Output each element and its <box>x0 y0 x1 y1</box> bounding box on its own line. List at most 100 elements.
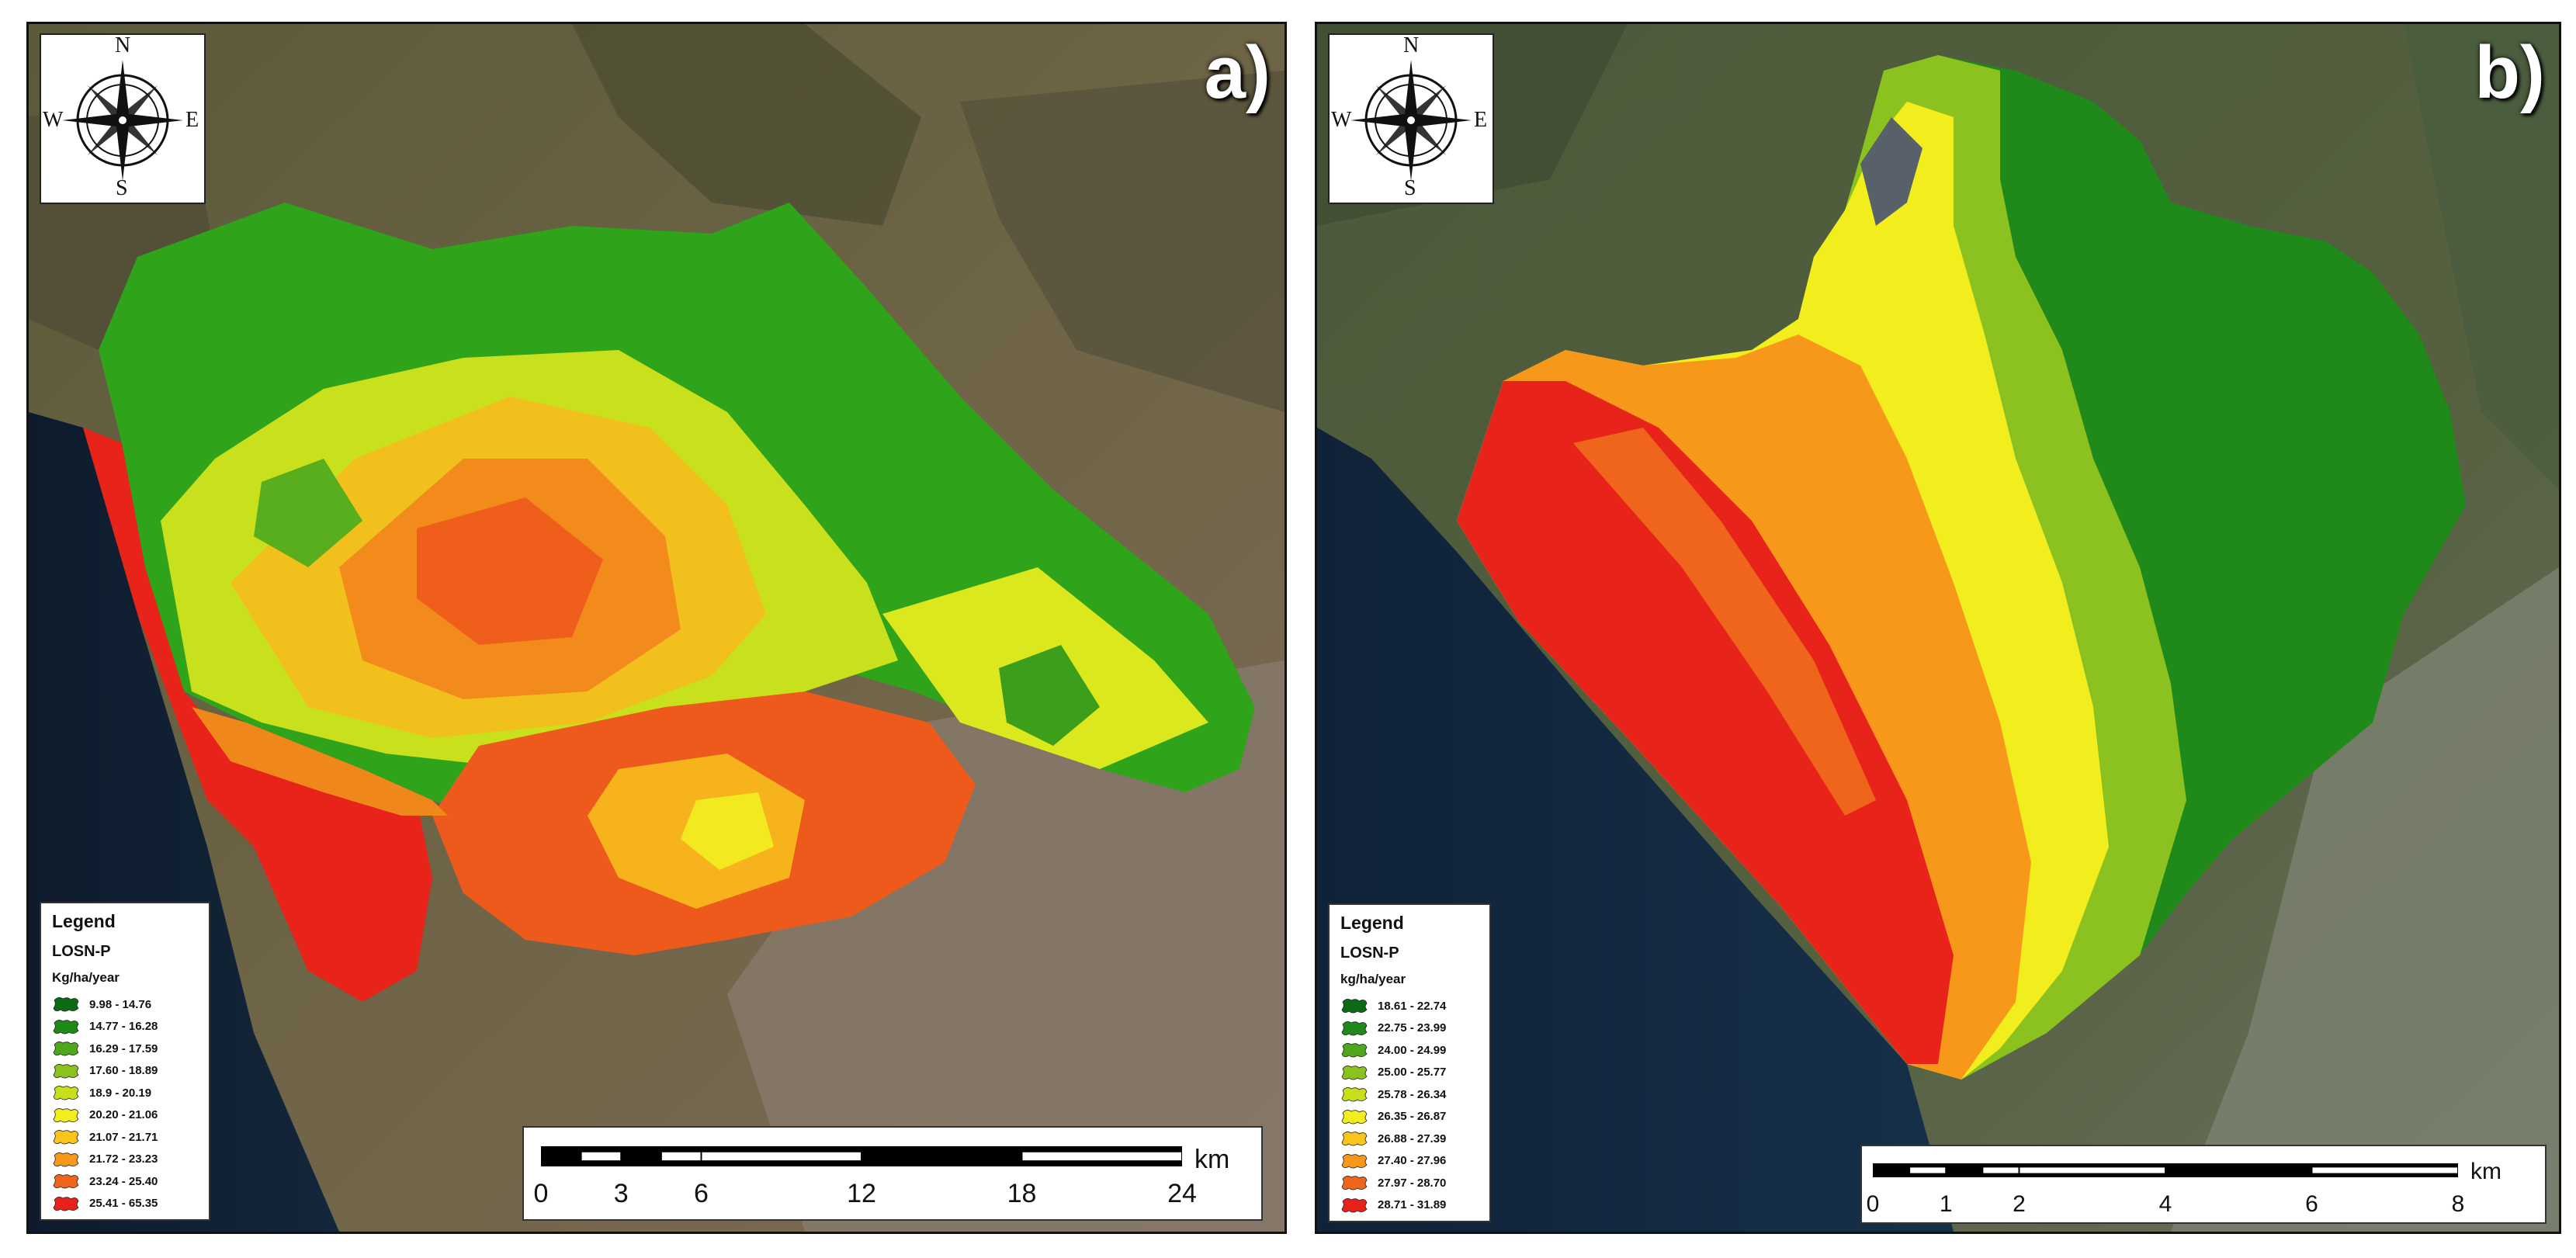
legend-swatch <box>52 996 80 1013</box>
legend-swatch <box>1340 1108 1368 1125</box>
legend-label: 25.00 - 25.77 <box>1378 1066 1447 1080</box>
compass-rose-a: N S E W <box>40 33 206 204</box>
scale-tick-label: 12 <box>847 1179 876 1208</box>
scale-tick-label: 24 <box>1167 1179 1197 1208</box>
scale-bar-graphic: 0 1 2 4 6 8km <box>1867 1159 2501 1217</box>
legend-label: 21.72 - 23.23 <box>89 1152 158 1166</box>
scale-unit: km <box>2470 1159 2501 1184</box>
legend-label: 25.78 - 26.34 <box>1378 1087 1447 1101</box>
legend-row: 26.35 - 26.87 <box>1340 1106 1479 1128</box>
legend-swatch <box>52 1107 80 1124</box>
panel-label-b: b) <box>2474 31 2545 114</box>
legend-label: 25.41 - 65.35 <box>89 1197 158 1211</box>
legend-row: 25.00 - 25.77 <box>1340 1062 1479 1084</box>
scale-tick-label: 3 <box>614 1179 629 1208</box>
legend-swatch <box>52 1151 80 1168</box>
legend-row: 21.07 - 21.71 <box>52 1126 198 1149</box>
legend-swatch <box>52 1018 80 1035</box>
legend-row: 16.29 - 17.59 <box>52 1038 198 1060</box>
scale-tick-label: 18 <box>1007 1179 1037 1208</box>
legend-row: 23.24 - 25.40 <box>52 1170 198 1193</box>
legend-title: Legend <box>52 911 116 931</box>
scale-tick-label: 4 <box>2159 1191 2172 1217</box>
legend-label: 28.71 - 31.89 <box>1378 1198 1447 1212</box>
legend-row: 26.88 - 27.39 <box>1340 1128 1479 1150</box>
legend-row: 28.71 - 31.89 <box>1340 1194 1479 1217</box>
scale-tick-label: 0 <box>534 1179 549 1208</box>
scale-tick-label: 8 <box>2452 1191 2465 1217</box>
compass-rose-icon <box>62 60 183 181</box>
compass-north: N <box>1403 33 1420 57</box>
legend-label: 21.07 - 21.71 <box>89 1130 158 1144</box>
legend-label: 18.9 - 20.19 <box>89 1086 152 1100</box>
panel-label-a: a) <box>1204 31 1271 114</box>
legend-layer: LOSN-P <box>52 943 111 960</box>
scale-tick-label: 1 <box>1940 1191 1953 1217</box>
scale-bar-b: 0 1 2 4 6 8 km <box>1860 1145 2547 1224</box>
legend-row: 20.20 - 21.06 <box>52 1104 198 1127</box>
legend-label: 26.35 - 26.87 <box>1378 1110 1447 1124</box>
legend-swatch <box>1340 1064 1368 1081</box>
legend-title: Legend <box>1340 913 1404 933</box>
scale-tick-label: 0 <box>1867 1191 1880 1217</box>
legend-swatch <box>1340 1197 1368 1214</box>
legend-label: 22.75 - 23.99 <box>1378 1021 1447 1035</box>
legend-label: 9.98 - 14.76 <box>89 997 152 1011</box>
scale-bar-segment <box>1022 1152 1181 1161</box>
scale-bar-track <box>1873 1163 2458 1177</box>
legend-label: 14.77 - 16.28 <box>89 1020 158 1034</box>
satellite-basemap-a <box>29 24 1285 1232</box>
compass-rose-b: N S E W <box>1328 33 1494 204</box>
legend-swatch <box>1340 1174 1368 1191</box>
map-panel-b: b) N S E W Legend LOSN-P kg/ha/year 18.6… <box>1315 22 2561 1234</box>
legend-swatch <box>1340 997 1368 1014</box>
legend-row: 25.78 - 26.34 <box>1340 1083 1479 1106</box>
legend-swatch <box>1340 1041 1368 1059</box>
compass-rose-icon <box>1350 60 1472 181</box>
scale-tick-label: 6 <box>694 1179 709 1208</box>
legend-units: Kg/ha/year <box>52 970 120 985</box>
legend-row: 17.60 - 18.89 <box>52 1060 198 1083</box>
losn-p-raster-b <box>1457 55 2466 1080</box>
scale-bar-segment <box>2312 1167 2457 1173</box>
legend-row: 18.9 - 20.19 <box>52 1082 198 1104</box>
legend-row: 27.40 - 27.96 <box>1340 1150 1479 1173</box>
legend-row: 25.41 - 65.35 <box>52 1193 198 1215</box>
legend-swatch <box>52 1128 80 1145</box>
legend-swatch <box>52 1084 80 1101</box>
legend-swatch <box>52 1195 80 1212</box>
scale-bar-segment <box>1910 1167 1946 1173</box>
legend-row: 27.97 - 28.70 <box>1340 1172 1479 1194</box>
compass-north: N <box>115 33 131 57</box>
legend-swatch <box>52 1040 80 1057</box>
legend-row: 14.77 - 16.28 <box>52 1016 198 1038</box>
scale-bar-graphic: 0 3 6 12 18 24 km <box>534 1145 1230 1208</box>
legend-label: 23.24 - 25.40 <box>89 1174 158 1188</box>
legend-swatch <box>1340 1130 1368 1147</box>
legend-label: 20.20 - 21.06 <box>89 1108 158 1122</box>
legend-row: 24.00 - 24.99 <box>1340 1039 1479 1062</box>
scale-bar-segment <box>661 1152 701 1161</box>
losn-p-raster-a <box>83 203 1255 1002</box>
compass-east: E <box>1474 108 1488 132</box>
satellite-basemap-b <box>1317 24 2559 1232</box>
compass-west: W <box>43 108 64 132</box>
legend-label: 27.97 - 28.70 <box>1378 1176 1447 1190</box>
legend-layer: LOSN-P <box>1340 944 1399 962</box>
legend-units: kg/ha/year <box>1340 972 1406 986</box>
compass-west: W <box>1331 108 1352 132</box>
scale-bar-segment <box>702 1152 861 1161</box>
legend-swatch <box>52 1062 80 1080</box>
compass-south: S <box>1404 176 1416 200</box>
scale-bar-segment <box>2020 1167 2165 1173</box>
legend-classes: 9.98 - 14.76 14.77 - 16.28 16.29 - 17.59 17… <box>52 993 198 1215</box>
map-panel-a: a) N S E W Legend LOSN-P Kg/ha/year 9.98… <box>26 22 1287 1234</box>
compass-south: S <box>116 176 128 200</box>
legend-label: 18.61 - 22.74 <box>1378 999 1447 1013</box>
legend-row: 9.98 - 14.76 <box>52 993 198 1016</box>
legend-label: 24.00 - 24.99 <box>1378 1043 1447 1057</box>
legend-a: Legend LOSN-P Kg/ha/year 9.98 - 14.76 14.… <box>40 902 210 1221</box>
scale-bar-segment <box>1983 1167 2019 1173</box>
scale-bar-a: 0 3 6 12 18 24 km <box>522 1126 1263 1221</box>
legend-row: 22.75 - 23.99 <box>1340 1017 1479 1040</box>
